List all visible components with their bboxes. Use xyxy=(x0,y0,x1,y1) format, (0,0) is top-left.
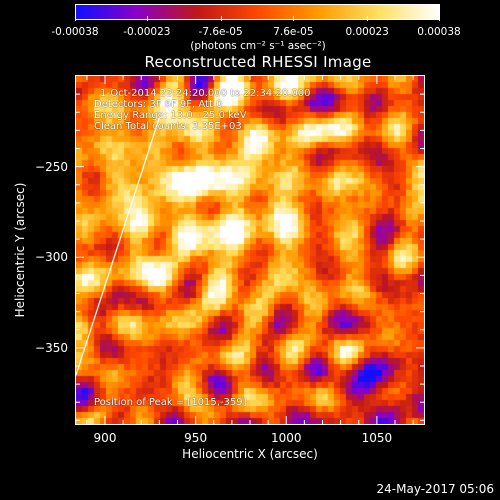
colorbar-tick-label: 0.00023 xyxy=(345,26,389,38)
detectors-annotation: Detectors: 3F 6F 9F, Att 0 xyxy=(94,99,223,110)
colorbar-tick-label: 7.6e-05 xyxy=(273,26,314,38)
colorbar-tick xyxy=(293,16,295,21)
x-tick-label: 900 xyxy=(93,431,117,445)
colorbar-tick-label: -7.6e-05 xyxy=(198,26,243,38)
y-tick-label: −350 xyxy=(35,340,68,355)
time-range-annotation: 1-Oct-2014 22:24:20.000 to 22:34:20.000 xyxy=(100,88,311,99)
x-axis-label: Heliocentric X (arcsec) xyxy=(182,447,318,461)
heatmap xyxy=(76,76,424,424)
y-tick-label: −250 xyxy=(35,159,68,174)
plot-area: 1-Oct-2014 22:24:20.000 to 22:34:20.000 … xyxy=(75,75,425,425)
x-tick-label: 1000 xyxy=(270,431,302,445)
colorbar-tick-label: -0.00023 xyxy=(123,26,171,38)
y-axis-label: Heliocentric Y (arcsec) xyxy=(13,182,27,318)
colorbar-tick-label: 0.00038 xyxy=(417,26,461,38)
colorbar-units: (photons cm⁻² s⁻¹ asec⁻²) xyxy=(190,40,326,52)
colorbar-tick xyxy=(146,16,148,21)
energy-range-annotation: Energy Range: 13.0 - 25.0 keV xyxy=(94,110,247,121)
solar-limb-line xyxy=(76,117,160,376)
x-tick-label: 1050 xyxy=(361,431,393,445)
colorbar-tick-label: -0.00038 xyxy=(51,26,99,38)
overlay xyxy=(76,117,160,376)
colorbar-tick xyxy=(439,16,440,21)
x-tick-label: 950 xyxy=(184,431,208,445)
clean-annotation: Clean Total counts: 3.35E+03 xyxy=(94,121,242,132)
y-tick-label: −300 xyxy=(35,250,68,265)
peak-position-annotation: Position of Peak = [1015,-359] xyxy=(94,397,247,408)
colorbar xyxy=(75,4,440,20)
colorbar-tick xyxy=(367,16,369,21)
timestamp: 24-May-2017 05:06 xyxy=(376,482,494,496)
colorbar-tick xyxy=(75,16,76,21)
plot-title: Reconstructed RHESSI Image xyxy=(144,53,372,71)
colorbar-tick xyxy=(220,16,222,21)
